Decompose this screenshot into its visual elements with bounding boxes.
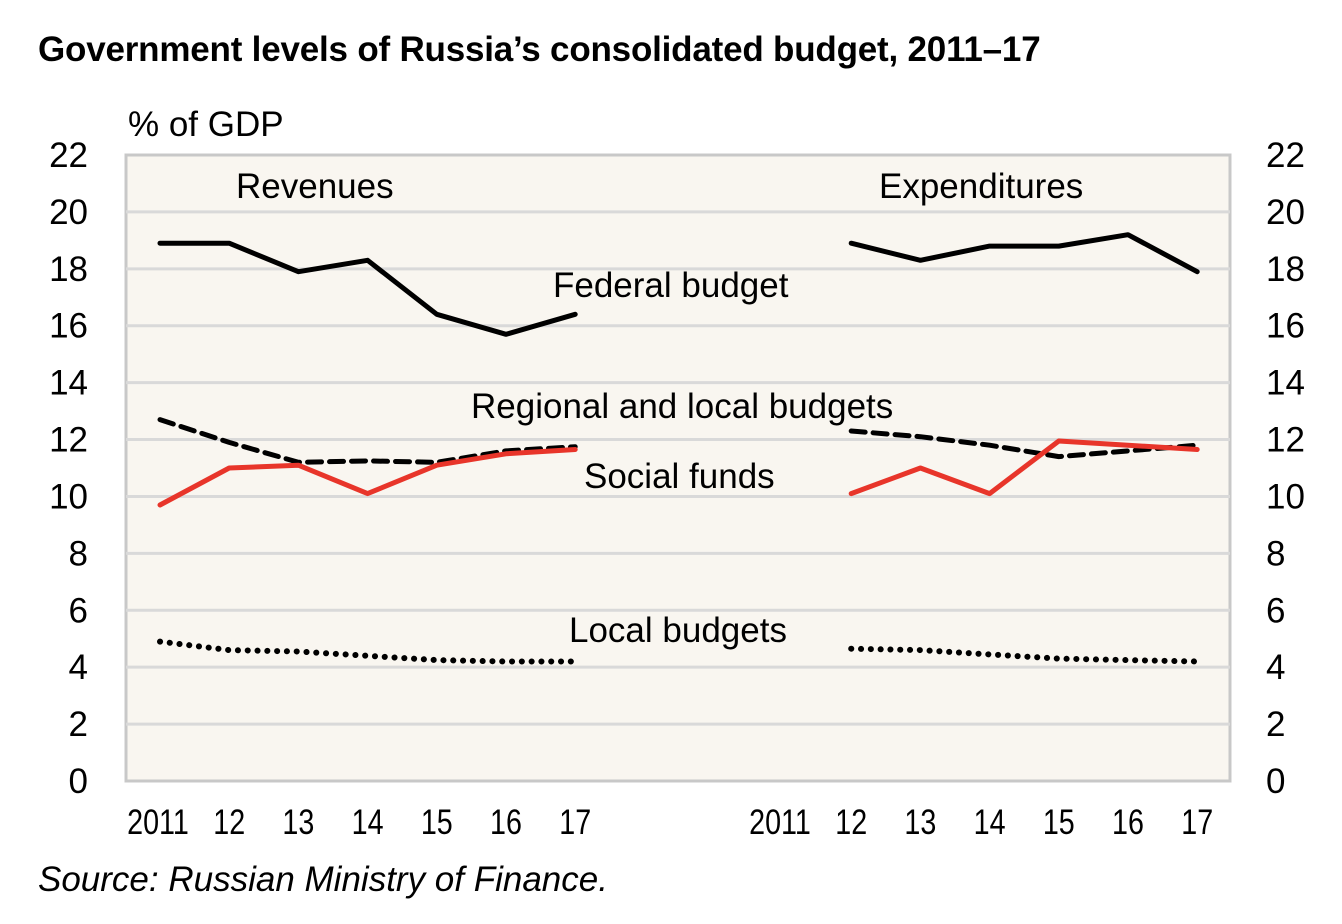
- series-lines: [157, 232, 1201, 665]
- annotation-regional-local-budgets: Regional and local budgets: [471, 387, 893, 426]
- x-tick-label: 17: [1181, 802, 1213, 841]
- y-tick-label-right: 4: [1266, 648, 1285, 687]
- x-tick-label: 17: [559, 802, 591, 841]
- series-line-revenues-regional-and-local-budgets: [157, 417, 578, 465]
- panel-label-expenditures: Expenditures: [879, 167, 1083, 206]
- y-tick-label-right: 22: [1266, 136, 1305, 175]
- y-tick-label-left: 14: [49, 364, 88, 403]
- y-tick-label-left: 2: [69, 705, 88, 744]
- y-axis-right: 0 2 4 6 8 10 12 14 16 18 20 22: [1266, 136, 1305, 801]
- x-tick-label: 14: [352, 802, 384, 841]
- x-tick-label: 15: [1043, 802, 1075, 841]
- panel-label-revenues: Revenues: [236, 167, 394, 206]
- annotation-local-budgets: Local budgets: [569, 611, 787, 650]
- y-tick-label-left: 8: [69, 534, 88, 573]
- y-tick-label-right: 12: [1266, 421, 1305, 460]
- series-line-revenues-federal-budget: [157, 240, 578, 337]
- y-tick-label-right: 20: [1266, 193, 1305, 232]
- y-tick-label-left: 10: [49, 477, 88, 516]
- y-tick-label-left: 4: [69, 648, 88, 687]
- x-tick-label: 13: [904, 802, 936, 841]
- annotation-social-funds: Social funds: [584, 457, 775, 496]
- y-axis-label: % of GDP: [128, 105, 284, 144]
- x-axis: 2011 12 13 14 15 16 17 2011 12 13 14 15 16 17: [127, 802, 1213, 841]
- y-tick-label-left: 12: [49, 421, 88, 460]
- y-tick-label-right: 10: [1266, 477, 1305, 516]
- source-note: Source: Russian Ministry of Finance.: [38, 860, 608, 899]
- y-tick-label-left: 0: [69, 762, 88, 801]
- annotation-federal-budget: Federal budget: [553, 266, 789, 305]
- y-tick-label-right: 0: [1266, 762, 1285, 801]
- y-tick-label-left: 22: [49, 136, 88, 175]
- series-line-revenues-social-funds: [157, 447, 578, 508]
- x-tick-label: 13: [282, 802, 314, 841]
- y-tick-label-left: 18: [49, 250, 88, 289]
- series-line-expenditures-social-funds: [848, 438, 1200, 497]
- x-tick-label: 14: [974, 802, 1006, 841]
- y-tick-label-right: 18: [1266, 250, 1305, 289]
- x-tick-label: 12: [213, 802, 245, 841]
- series-line-expenditures-federal-budget: [848, 232, 1200, 275]
- x-tick-label: 16: [490, 802, 522, 841]
- x-tick-label: 2011: [127, 802, 189, 841]
- y-tick-label-right: 14: [1266, 364, 1305, 403]
- y-tick-label-right: 16: [1266, 307, 1305, 346]
- x-tick-label: 2011: [749, 802, 811, 841]
- x-tick-label: 16: [1112, 802, 1144, 841]
- series-line-expenditures-local-budgets: [848, 645, 1201, 665]
- y-tick-label-right: 2: [1266, 705, 1285, 744]
- x-tick-label: 12: [835, 802, 867, 841]
- y-axis-left: 0 2 4 6 8 10 12 14 16 18 20 22: [49, 136, 88, 801]
- y-tick-label-right: 8: [1266, 534, 1285, 573]
- y-tick-label-left: 16: [49, 307, 88, 346]
- y-tick-label-right: 6: [1266, 591, 1285, 630]
- series-line-revenues-local-budgets: [157, 638, 579, 665]
- x-tick-label: 15: [421, 802, 453, 841]
- series-line-expenditures-regional-and-local-budgets: [848, 428, 1200, 460]
- chart-title: Government levels of Russia’s consolidat…: [38, 30, 1041, 69]
- y-tick-label-left: 6: [69, 591, 88, 630]
- y-tick-label-left: 20: [49, 193, 88, 232]
- gridlines: [126, 210, 1230, 726]
